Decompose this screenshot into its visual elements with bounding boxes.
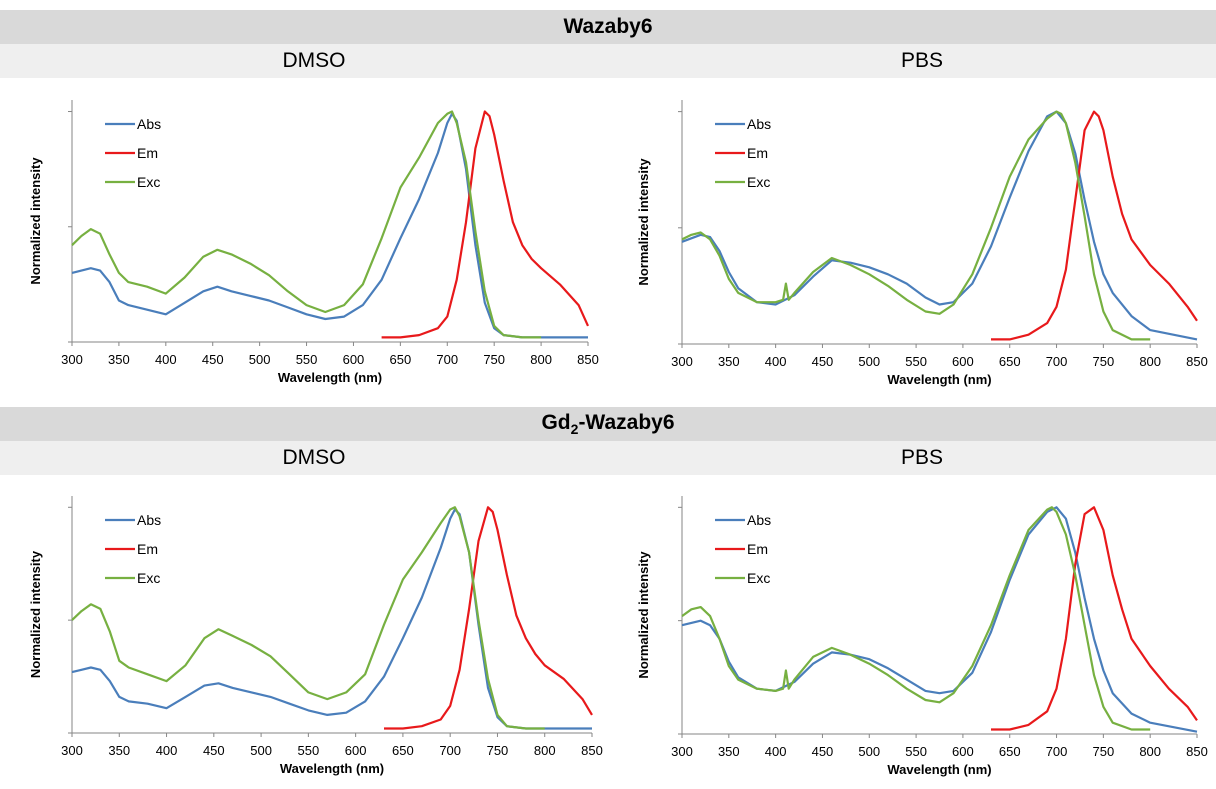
x-tick-label: 700	[1046, 354, 1068, 369]
series-line-abs	[681, 110, 1198, 341]
title-gd-suffix: -Wazaby6	[578, 410, 675, 434]
x-tick-label: 850	[577, 352, 599, 367]
series-line-exc	[71, 506, 545, 730]
x-tick-label: 500	[858, 744, 880, 759]
legend-label-exc: Exc	[747, 570, 770, 586]
label-pbs: PBS	[900, 49, 944, 72]
legend-label-exc: Exc	[747, 174, 770, 190]
x-tick-label: 500	[858, 354, 880, 369]
subtitle-pbs-top: PBS	[628, 44, 1216, 78]
x-tick-label: 450	[202, 352, 224, 367]
x-axis-label: Wavelength (nm)	[887, 372, 991, 387]
x-tick-label: 650	[392, 743, 414, 758]
legend-label-em: Em	[137, 541, 158, 557]
x-tick-label: 500	[249, 352, 271, 367]
y-axis-label: Normalized intensity	[28, 157, 43, 285]
x-axis-label: Wavelength (nm)	[278, 370, 382, 385]
chart-wazaby6-pbs: 300 350 400 450 500 550 600 650 700 750 800 850 Wave…	[636, 100, 1208, 387]
title-gd2-wazaby6: Gd2-Wazaby6	[541, 411, 674, 437]
x-tick-label: 450	[812, 744, 834, 759]
x-tick-label: 350	[718, 354, 740, 369]
series-line-exc	[681, 506, 1151, 731]
x-tick-label: 350	[108, 352, 130, 367]
y-axis-label: Normalized intensity	[636, 158, 651, 286]
x-tick-label: 650	[999, 354, 1021, 369]
x-tick-label: 600	[952, 354, 974, 369]
x-tick-label: 850	[1186, 354, 1208, 369]
legend-label-abs: Abs	[747, 116, 771, 132]
series-line-exc	[71, 110, 542, 339]
x-tick-label: 300	[61, 352, 83, 367]
chart-gd2-wazaby6-dmso: 300 350 400 450 500 550 600 650 700 750 800 850 Wave…	[28, 496, 603, 776]
x-tick-label: 600	[952, 744, 974, 759]
x-tick-label: 600	[343, 352, 365, 367]
series-line-exc	[681, 110, 1151, 341]
legend-label-abs: Abs	[137, 116, 161, 132]
x-axis-label: Wavelength (nm)	[887, 762, 991, 777]
x-tick-label: 800	[534, 743, 556, 758]
label-pbs: PBS	[900, 446, 944, 469]
x-tick-label: 750	[483, 352, 505, 367]
legend-label-exc: Exc	[137, 570, 160, 586]
series-line-em	[384, 506, 593, 730]
x-axis-label: Wavelength (nm)	[280, 761, 384, 776]
series-line-abs	[71, 112, 588, 339]
x-tick-label: 600	[345, 743, 367, 758]
title-gd-subscript: 2	[570, 421, 579, 438]
x-tick-label: 350	[108, 743, 130, 758]
chart-gd2-wazaby6-pbs: 300 350 400 450 500 550 600 650 700 750 800 850 Wave…	[636, 496, 1208, 777]
legend-label-em: Em	[747, 541, 768, 557]
x-tick-label: 300	[671, 744, 693, 759]
x-tick-label: 700	[1046, 744, 1068, 759]
x-tick-label: 750	[1093, 744, 1115, 759]
legend-label-em: Em	[747, 145, 768, 161]
x-tick-label: 650	[390, 352, 412, 367]
subtitle-dmso-top: DMSO	[0, 44, 628, 78]
title-wazaby6: Wazaby6	[563, 15, 653, 38]
label-dmso: DMSO	[282, 446, 346, 469]
x-tick-label: 550	[298, 743, 320, 758]
section-title-gd2-wazaby6: Gd2-Wazaby6	[0, 407, 1216, 441]
x-tick-label: 350	[718, 744, 740, 759]
subtitle-dmso-bottom: DMSO	[0, 441, 628, 475]
x-tick-label: 700	[439, 743, 461, 758]
label-dmso: DMSO	[282, 49, 346, 72]
x-tick-label: 550	[296, 352, 318, 367]
series-line-em	[991, 506, 1198, 731]
x-tick-label: 400	[155, 352, 177, 367]
legend-label-abs: Abs	[747, 512, 771, 528]
y-axis-label: Normalized intensity	[636, 551, 651, 679]
x-tick-label: 300	[61, 743, 83, 758]
x-tick-label: 850	[1186, 744, 1208, 759]
subtitle-pbs-bottom: PBS	[628, 441, 1216, 475]
x-tick-label: 750	[487, 743, 509, 758]
series-line-abs	[681, 506, 1198, 733]
x-tick-label: 750	[1093, 354, 1115, 369]
chart-wazaby6-dmso: 300 350 400 450 500 550 600 650 700 750 800 850 Wave…	[28, 100, 599, 385]
legend-label-em: Em	[137, 145, 158, 161]
series-line-em	[991, 110, 1198, 341]
x-tick-label: 550	[905, 354, 927, 369]
x-tick-label: 850	[581, 743, 603, 758]
title-gd-prefix: Gd	[541, 410, 571, 434]
x-tick-label: 800	[1139, 354, 1161, 369]
legend-label-exc: Exc	[137, 174, 160, 190]
x-tick-label: 800	[530, 352, 552, 367]
x-tick-label: 400	[156, 743, 178, 758]
section-title-wazaby6: Wazaby6	[0, 10, 1216, 44]
x-tick-label: 450	[812, 354, 834, 369]
x-tick-label: 400	[765, 354, 787, 369]
x-tick-label: 300	[671, 354, 693, 369]
x-tick-label: 500	[250, 743, 272, 758]
y-axis-label: Normalized intensity	[28, 550, 43, 678]
legend-label-abs: Abs	[137, 512, 161, 528]
x-tick-label: 700	[436, 352, 458, 367]
series-line-em	[381, 110, 590, 339]
x-tick-label: 400	[765, 744, 787, 759]
x-tick-label: 450	[203, 743, 225, 758]
x-tick-label: 650	[999, 744, 1021, 759]
x-tick-label: 800	[1139, 744, 1161, 759]
x-tick-label: 550	[905, 744, 927, 759]
